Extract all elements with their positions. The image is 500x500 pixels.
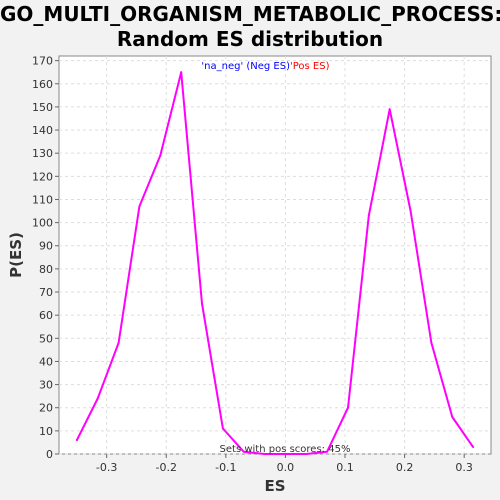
data-point: [221, 427, 224, 430]
data-point: [451, 415, 454, 418]
data-point: [242, 450, 245, 453]
data-point: [346, 406, 349, 409]
y-tick-label: 70: [39, 286, 53, 299]
data-point: [430, 341, 433, 344]
data-point: [409, 210, 412, 213]
x-tick-label: -0.2: [156, 461, 177, 474]
legend-pos-label: 'Pos ES): [290, 61, 330, 72]
y-tick-label: 160: [32, 78, 53, 91]
x-tick-label: -0.1: [215, 461, 236, 474]
y-tick-label: 170: [32, 55, 53, 68]
series-line: [76, 71, 474, 455]
data-point: [159, 154, 162, 157]
y-tick-label: 80: [39, 263, 53, 276]
y-tick-label: 100: [32, 217, 53, 230]
x-tick-label: -0.3: [96, 461, 117, 474]
y-tick-label: 0: [46, 448, 53, 461]
plot-area: [58, 55, 492, 455]
pos-scores-annotation: Sets with pos scores: 45%: [220, 444, 351, 455]
y-tick-label: 10: [39, 425, 53, 438]
y-tick-label: 30: [39, 379, 53, 392]
y-tick-label: 140: [32, 124, 53, 137]
y-tick-label: 130: [32, 147, 53, 160]
grid: [59, 56, 491, 455]
chart-title: GO_MULTI_ORGANISM_METABOLIC_PROCESS: Ran…: [0, 2, 500, 52]
y-tick-label: 20: [39, 402, 53, 415]
y-tick-label: 150: [32, 101, 53, 114]
chart-title-line-1: GO_MULTI_ORGANISM_METABOLIC_PROCESS:: [0, 2, 500, 26]
data-point: [326, 450, 329, 453]
series-layer: [75, 71, 475, 455]
data-point: [388, 108, 391, 111]
data-point: [138, 205, 141, 208]
x-tick-label: 0.0: [277, 461, 295, 474]
chart-title-line-2: Random ES distribution: [116, 27, 384, 51]
data-point: [75, 439, 78, 442]
x-tick-label: 0.2: [396, 461, 414, 474]
x-axis-label: ES: [264, 477, 285, 495]
y-tick-label: 50: [39, 332, 53, 345]
data-point: [201, 302, 204, 305]
legend-neg-label: 'na_neg' (Neg ES): [201, 61, 290, 72]
y-tick-label: 40: [39, 355, 53, 368]
data-point: [180, 71, 183, 74]
data-point: [305, 453, 308, 455]
data-point: [367, 214, 370, 217]
y-axis-label: P(ES): [7, 232, 25, 278]
x-tick-label: 0.3: [455, 461, 473, 474]
axis-ticks: 0 10 20 30 40 50 60 70 80 90 100 110 120 130 140 150 160…: [32, 55, 473, 474]
data-point: [284, 453, 287, 455]
y-tick-label: 120: [32, 170, 53, 183]
data-point: [472, 446, 475, 449]
y-tick-label: 110: [32, 193, 53, 206]
y-tick-label: 90: [39, 240, 53, 253]
data-point: [96, 397, 99, 400]
data-point: [263, 453, 266, 455]
y-tick-label: 60: [39, 309, 53, 322]
data-point: [117, 341, 120, 344]
x-tick-label: 0.1: [336, 461, 354, 474]
